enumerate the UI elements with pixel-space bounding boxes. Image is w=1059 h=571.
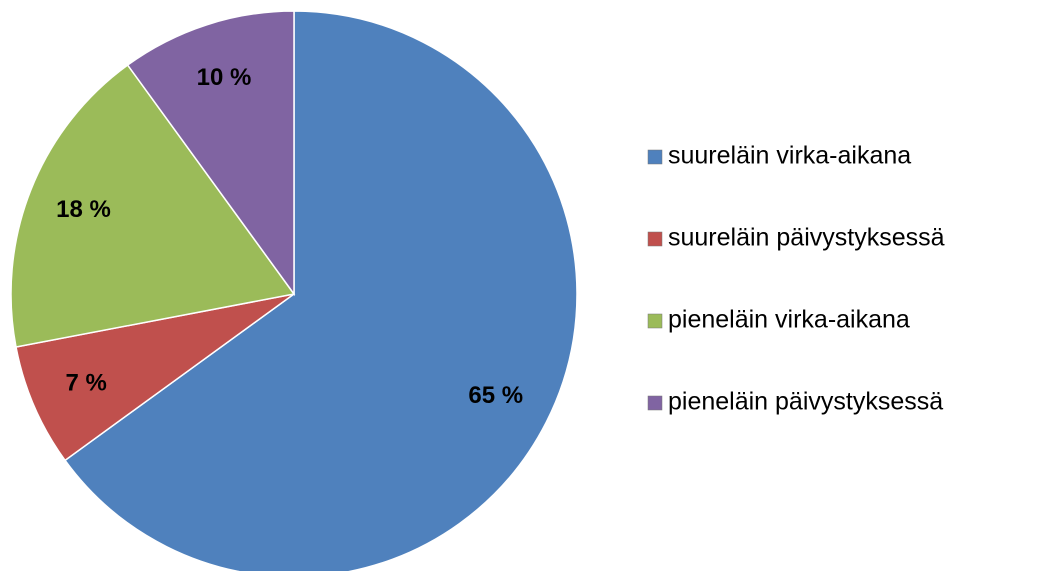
data-label: 10 % [197,64,252,91]
pie-slice [63,10,578,571]
legend-swatch [647,395,663,411]
legend-label: suureläin virka-aikana [668,142,911,170]
data-label: 7 % [66,369,107,396]
data-label: 65 % [468,382,523,409]
legend-swatch [647,149,663,165]
legend-label: suureläin päivystyksessä [668,224,945,252]
pie-slice [15,293,295,462]
legend-label: pieneläin virka-aikana [668,306,910,334]
pie-slice [126,10,295,297]
legend-swatch [647,231,663,247]
legend-label: pieneläin päivystyksessä [668,388,943,416]
pie-slice [10,64,296,348]
legend-swatch [647,313,663,329]
data-label: 18 % [56,196,111,223]
